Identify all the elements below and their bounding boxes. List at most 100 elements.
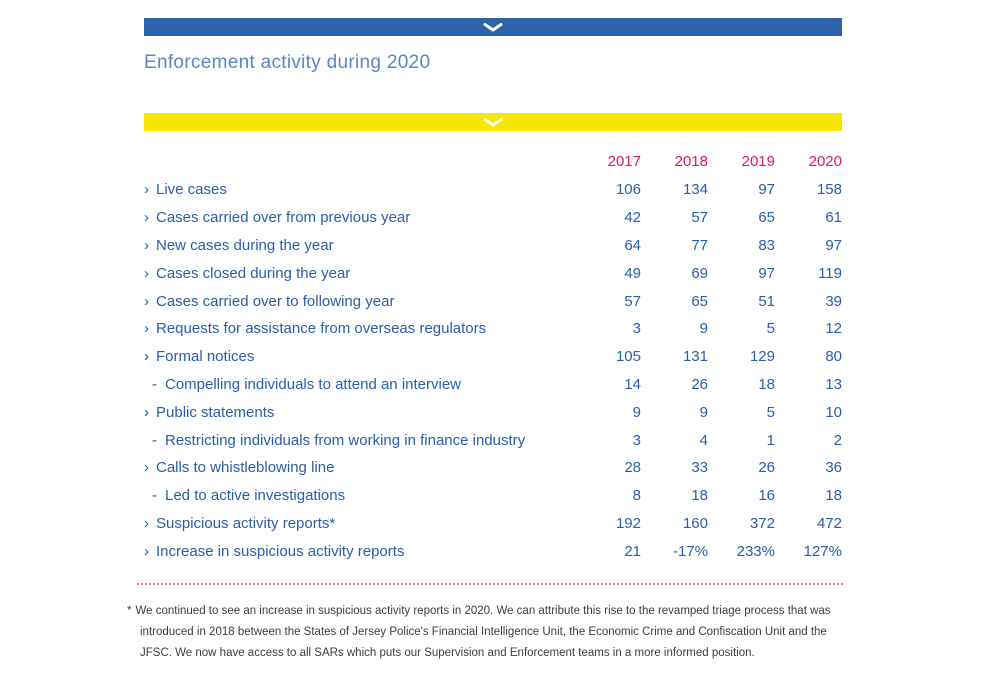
table-row-whistleblowing-calls: › Calls to whistleblowing line 28 33 26 … bbox=[144, 454, 842, 482]
table-row-new-cases: › New cases during the year 64 77 83 97 bbox=[144, 232, 842, 260]
value-2019: 233% bbox=[736, 542, 775, 560]
row-label-text: Cases carried over from previous year bbox=[156, 209, 411, 227]
value-2020: 97 bbox=[825, 236, 842, 254]
value-2019: 26 bbox=[758, 459, 775, 477]
value-2020: 10 bbox=[825, 403, 842, 421]
value-2017: 8 bbox=[632, 487, 641, 505]
value-2020: 12 bbox=[825, 320, 842, 338]
dash-bullet: - bbox=[152, 431, 157, 449]
row-label-text: Cases closed during the year bbox=[156, 264, 351, 282]
year-header-2018: 2018 bbox=[674, 153, 708, 170]
value-2017: 106 bbox=[615, 181, 641, 199]
row-label-text: New cases during the year bbox=[156, 236, 334, 254]
yellow-accent-bar bbox=[144, 113, 842, 131]
row-label: - Restricting individuals from working i… bbox=[144, 432, 574, 449]
value-2019: 51 bbox=[758, 292, 775, 310]
row-label-text: Suspicious activity reports* bbox=[156, 514, 336, 532]
value-2017: 49 bbox=[624, 264, 641, 282]
value-2018: 26 bbox=[691, 375, 708, 393]
value-2017: 9 bbox=[632, 403, 641, 421]
value-2020: 36 bbox=[825, 459, 842, 477]
value-2020: 61 bbox=[825, 209, 842, 227]
footnote-text: We continued to see an increase in suspi… bbox=[135, 605, 831, 659]
row-label-text: Formal notices bbox=[156, 348, 255, 366]
value-2018: 131 bbox=[682, 348, 708, 366]
value-2017: 42 bbox=[624, 209, 641, 227]
value-2020: 119 bbox=[818, 264, 842, 282]
table-row-requests-overseas-regulators: › Requests for assistance from overseas … bbox=[144, 315, 842, 343]
row-label-text: Live cases bbox=[156, 181, 227, 199]
value-2019: 372 bbox=[749, 514, 775, 532]
value-2019: 97 bbox=[758, 181, 775, 199]
value-2018: 4 bbox=[699, 431, 708, 449]
value-2018: 134 bbox=[682, 181, 708, 199]
chevron-down-icon[interactable] bbox=[483, 22, 503, 32]
value-2018: 69 bbox=[691, 264, 708, 282]
value-2018: 77 bbox=[691, 236, 708, 254]
value-2020: 2 bbox=[833, 431, 842, 449]
value-2020: 39 bbox=[825, 292, 842, 310]
row-label: › Cases carried over from previous year bbox=[144, 209, 574, 226]
value-2017: 21 bbox=[624, 542, 641, 560]
value-2019: 65 bbox=[758, 209, 775, 227]
value-2019: 18 bbox=[758, 375, 775, 393]
chevron-bullet-icon: › bbox=[144, 236, 149, 254]
chevron-bullet-icon: › bbox=[144, 264, 149, 282]
asterisk-marker: * bbox=[127, 605, 132, 617]
value-2017: 3 bbox=[632, 320, 641, 338]
table-subrow-compelling-interview: - Compelling individuals to attend an in… bbox=[144, 371, 842, 399]
chevron-down-icon[interactable] bbox=[483, 117, 503, 127]
value-2019: 129 bbox=[749, 348, 775, 366]
year-header-2020: 2020 bbox=[808, 153, 842, 170]
row-label: › Formal notices bbox=[144, 348, 574, 365]
value-2020: 18 bbox=[825, 487, 842, 505]
value-2019: 1 bbox=[766, 431, 775, 449]
table-row-cases-closed: › Cases closed during the year 49 69 97 … bbox=[144, 259, 842, 287]
value-2017: 57 bbox=[624, 292, 641, 310]
value-2017: 14 bbox=[624, 375, 641, 393]
table-row-increase-sars: › Increase in suspicious activity report… bbox=[144, 537, 842, 565]
row-label-text: Public statements bbox=[156, 403, 275, 421]
value-2020: 472 bbox=[816, 514, 842, 532]
enforcement-activity-table: 2017 2018 2019 2020 › Live cases 106 134… bbox=[144, 147, 842, 565]
value-2019: 5 bbox=[766, 320, 775, 338]
year-header-2017: 2017 bbox=[607, 153, 641, 170]
value-2017: 64 bbox=[624, 236, 641, 254]
year-header-2019: 2019 bbox=[741, 153, 775, 170]
value-2017: 192 bbox=[615, 514, 641, 532]
value-2020: 127% bbox=[803, 542, 842, 560]
value-2017: 28 bbox=[624, 459, 641, 477]
table-subrow-active-investigations: - Led to active investigations 8 18 16 1… bbox=[144, 482, 842, 510]
dash-bullet: - bbox=[152, 375, 157, 393]
row-label: - Compelling individuals to attend an in… bbox=[144, 376, 574, 393]
page-title: Enforcement activity during 2020 bbox=[144, 52, 431, 73]
chevron-bullet-icon: › bbox=[144, 209, 149, 227]
value-2019: 83 bbox=[758, 236, 775, 254]
value-2017: 3 bbox=[632, 431, 641, 449]
row-label: › Suspicious activity reports* bbox=[144, 515, 574, 532]
blue-accent-bar bbox=[144, 18, 842, 36]
value-2020: 13 bbox=[825, 375, 842, 393]
row-label: › Increase in suspicious activity report… bbox=[144, 543, 574, 560]
row-label: › Live cases bbox=[144, 181, 574, 198]
value-2019: 16 bbox=[758, 487, 775, 505]
chevron-bullet-icon: › bbox=[144, 320, 149, 338]
row-label-text: Compelling individuals to attend an inte… bbox=[165, 375, 462, 393]
row-label: › Calls to whistleblowing line bbox=[144, 459, 574, 476]
value-2017: 105 bbox=[615, 348, 641, 366]
table-header-row: 2017 2018 2019 2020 bbox=[144, 147, 842, 176]
value-2018: 65 bbox=[691, 292, 708, 310]
value-2018: 18 bbox=[691, 487, 708, 505]
row-label: › Public statements bbox=[144, 404, 574, 421]
value-2020: 80 bbox=[825, 348, 842, 366]
footnote: * We continued to see an increase in susp… bbox=[127, 601, 841, 664]
chevron-bullet-icon: › bbox=[144, 542, 149, 560]
row-label: - Led to active investigations bbox=[144, 487, 574, 504]
dotted-divider bbox=[137, 583, 843, 585]
row-label: › Requests for assistance from overseas … bbox=[144, 320, 574, 337]
chevron-bullet-icon: › bbox=[144, 403, 149, 421]
table-row-cases-carried-over-following: › Cases carried over to following year 5… bbox=[144, 287, 842, 315]
value-2018: -17% bbox=[672, 542, 708, 560]
row-label-text: Calls to whistleblowing line bbox=[156, 459, 335, 477]
